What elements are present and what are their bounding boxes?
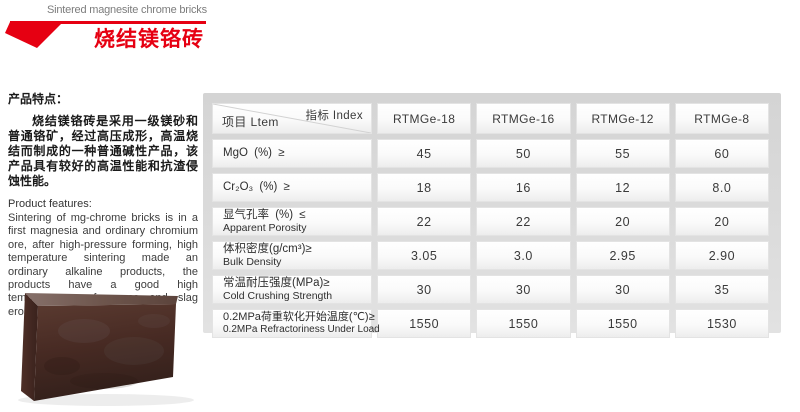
cell-value: 16 [476,173,571,202]
cell-value: 8.0 [674,173,769,202]
cell-value: 20 [575,207,670,236]
row-label-zh: 显气孔率 (%) ≤ [223,209,306,222]
cell-value: 2.95 [575,241,670,270]
red-underline-divider [10,21,206,24]
corner-index-label: 指标 Index [305,110,363,122]
table-row-refractoriness-under-load: 0.2MPa荷重软化开始温度(℃)≥ 0.2MPa Refractoriness… [212,309,769,338]
page-title-en: Sintered magnesite chrome bricks [47,4,207,16]
cell-value: 50 [476,139,571,168]
row-label: 体积密度(g/cm³)≥ Bulk Density [212,241,372,270]
cell-value: 12 [575,173,670,202]
red-ribbon-icon [5,22,63,48]
cell-value: 22 [476,207,571,236]
row-label: 0.2MPa荷重软化开始温度(℃)≥ 0.2MPa Refractoriness… [212,309,380,338]
table-row-bulk-density: 体积密度(g/cm³)≥ Bulk Density 3.05 3.0 2.95 … [212,241,769,270]
cell-value: 3.05 [377,241,472,270]
cell-value: 20 [674,207,769,236]
page-title-zh: 烧结镁铬砖 [94,28,204,51]
features-heading-zh: 产品特点： [8,92,69,106]
table-row-cr2o3: Cr₂O₃ (%) ≥ 18 16 12 8.0 [212,173,769,202]
row-label-en: Cold Crushing Strength [223,289,333,302]
grade-header: RTMGe-18 [377,103,472,134]
cell-value: 30 [575,275,670,304]
corner-item-label: 项目 Ltem [222,115,279,129]
row-label-en: Apparent Porosity [223,221,307,234]
product-description: 产品特点： 烧结镁铬砖是采用一级镁砂和普通铬矿，经过高压成形，高温烧结而制成的一… [8,90,198,319]
cell-value: 60 [674,139,769,168]
row-label-en: Bulk Density [223,255,282,268]
cell-value: 2.90 [674,241,769,270]
cell-value: 1550 [377,309,472,338]
row-label-text: MgO (%) ≥ [223,147,285,160]
row-label: 常温耐压强度(MPa)≥ Cold Crushing Strength [212,275,372,304]
table-row-mgo: MgO (%) ≥ 45 50 55 60 [212,139,769,168]
cell-value: 45 [377,139,472,168]
features-text-zh: 烧结镁铬砖是采用一级镁砂和普通铬矿，经过高压成形，高温烧结而制成的一种普通碱性产… [8,114,198,188]
row-label: 显气孔率 (%) ≤ Apparent Porosity [212,207,372,236]
cell-value: 1530 [674,309,769,338]
cell-value: 18 [377,173,472,202]
row-label-text: Cr₂O₃ (%) ≥ [223,181,290,194]
grade-header: RTMGe-8 [674,103,769,134]
spec-table-panel: 指标 Index 项目 Ltem RTMGe-18 RTMGe-16 RTMGe… [203,93,781,338]
row-label-zh: 常温耐压强度(MPa)≥ [223,277,330,290]
cell-value: 22 [377,207,472,236]
row-label-zh: 0.2MPa荷重软化开始温度(℃)≥ [223,311,375,324]
cell-value: 3.0 [476,241,571,270]
row-label: Cr₂O₃ (%) ≥ [212,173,372,202]
row-label: MgO (%) ≥ [212,139,372,168]
row-label-zh: 体积密度(g/cm³)≥ [223,243,312,256]
table-row-apparent-porosity: 显气孔率 (%) ≤ Apparent Porosity 22 22 20 20 [212,207,769,236]
cell-value: 30 [476,275,571,304]
corner-header-cell: 指标 Index 项目 Ltem [212,103,372,134]
row-label-en: 0.2MPa Refractoriness Under Load [223,323,380,335]
cell-value: 55 [575,139,670,168]
diagonal-divider [213,104,371,133]
spec-table: 指标 Index 项目 Ltem RTMGe-18 RTMGe-16 RTMGe… [207,98,774,343]
cell-value: 1550 [575,309,670,338]
cell-value: 35 [674,275,769,304]
table-row-cold-crushing-strength: 常温耐压强度(MPa)≥ Cold Crushing Strength 30 3… [212,275,769,304]
cell-value: 30 [377,275,472,304]
grade-header: RTMGe-16 [476,103,571,134]
product-photo-brick [18,293,194,406]
table-header-row: 指标 Index 项目 Ltem RTMGe-18 RTMGe-16 RTMGe… [212,103,769,134]
grade-header: RTMGe-12 [575,103,670,134]
features-heading-en: Product features: [8,198,92,210]
cell-value: 1550 [476,309,571,338]
